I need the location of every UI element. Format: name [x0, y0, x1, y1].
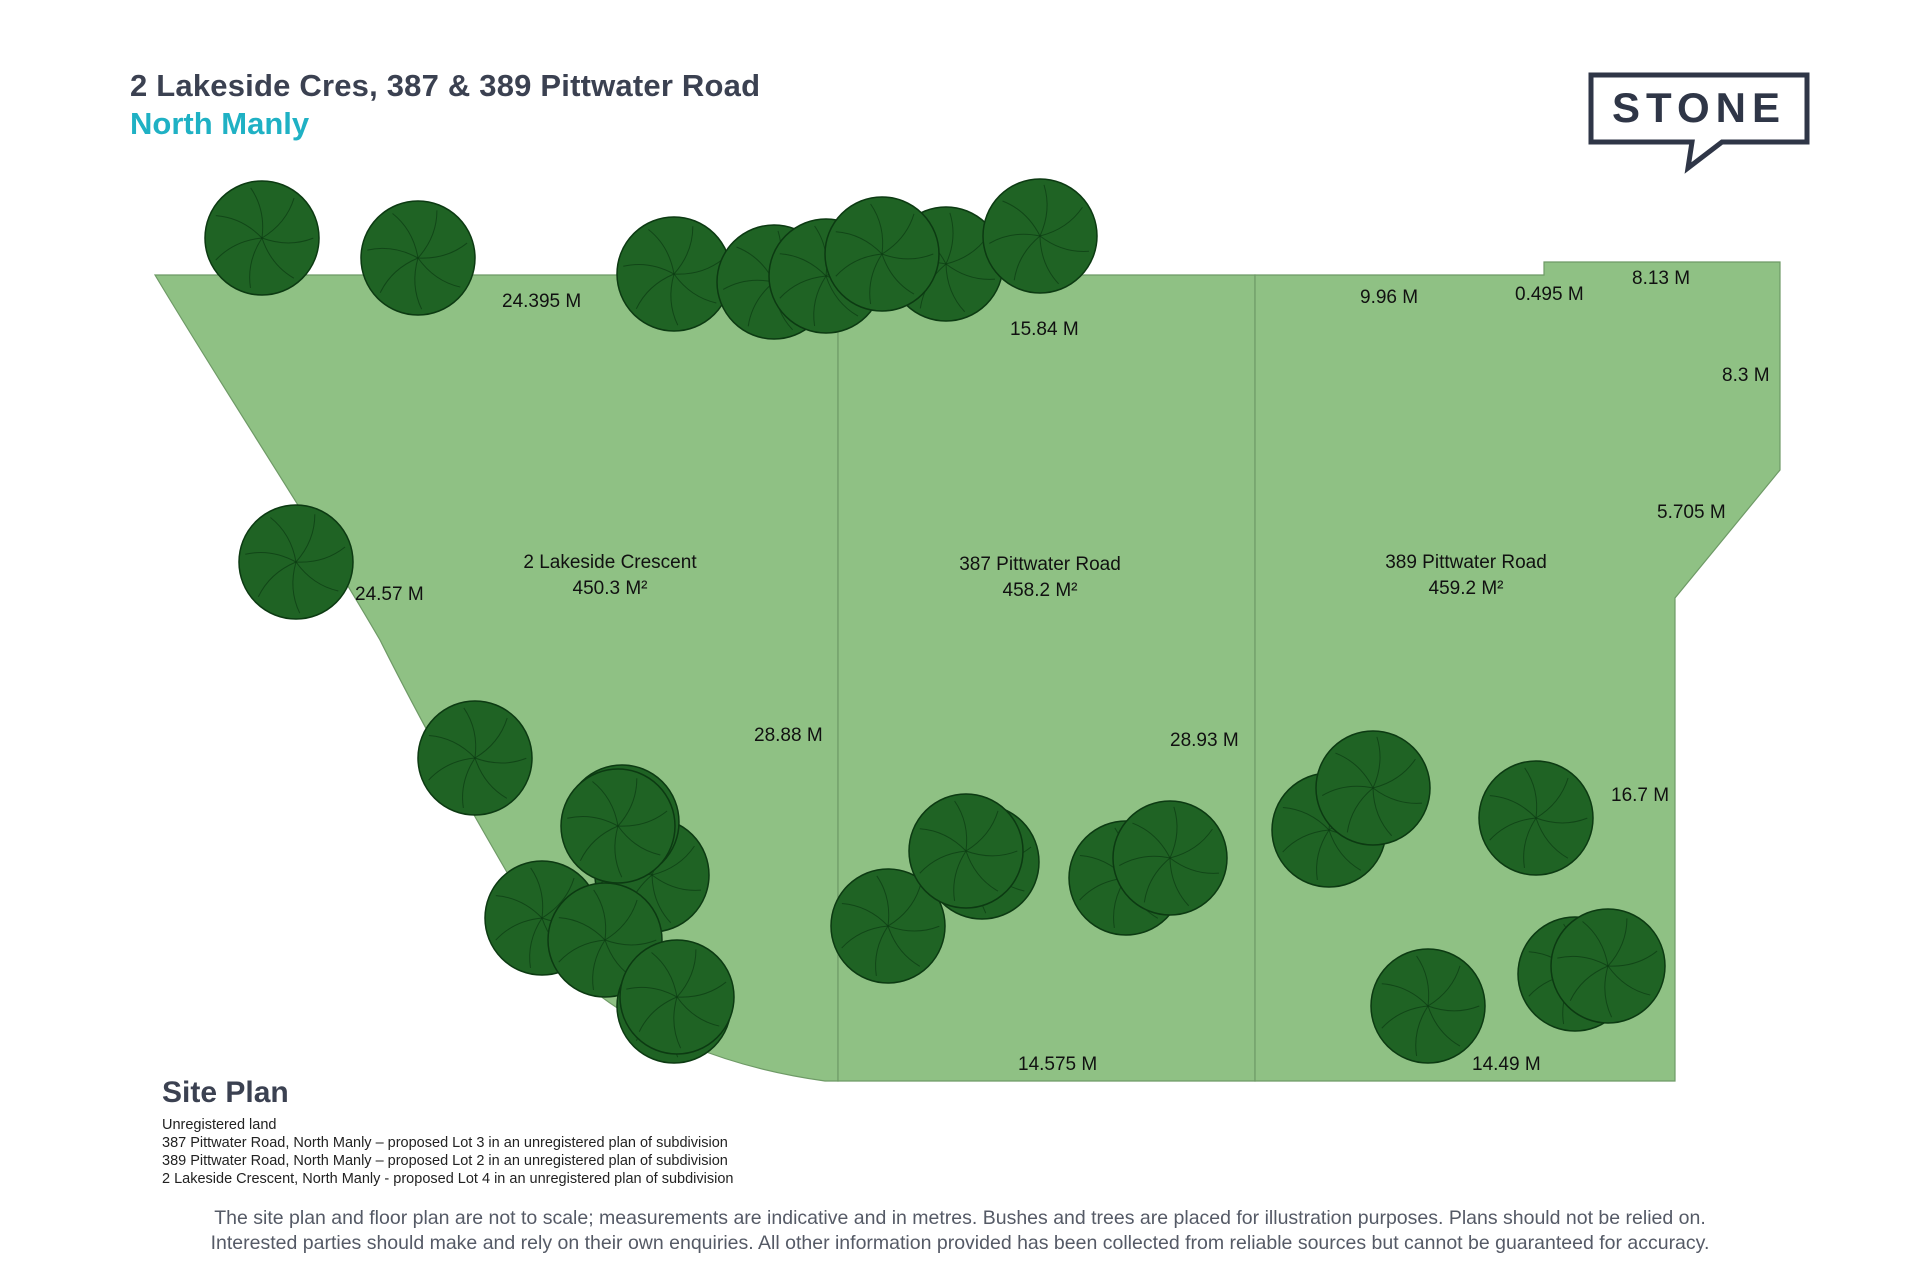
lot-name: 387 Pittwater Road	[959, 554, 1121, 575]
dimension-labels: 24.395 M 24.57 M 28.88 M 15.84 M 28.93 M…	[355, 268, 1770, 1075]
dimension-label: 15.84 M	[1010, 319, 1079, 340]
dimension-label: 0.495 M	[1515, 284, 1584, 305]
lot-labels: 2 Lakeside Crescent 450.3 M² 387 Pittwat…	[523, 552, 1546, 601]
dimension-label: 14.49 M	[1472, 1054, 1541, 1075]
tree-icon	[204, 180, 320, 296]
dimension-label: 9.96 M	[1360, 287, 1418, 308]
tree-icon	[417, 700, 533, 816]
legend-line: 387 Pittwater Road, North Manly – propos…	[162, 1135, 728, 1151]
dimension-label: 8.13 M	[1632, 268, 1690, 289]
tree-icon	[238, 504, 354, 620]
lot-389-pittwater-road	[1254, 261, 1781, 1082]
disclaimer-line: Interested parties should make and rely …	[210, 1232, 1710, 1254]
site-plan-heading: Site Plan	[162, 1076, 289, 1109]
dimension-label: 8.3 M	[1722, 365, 1770, 386]
lot-area: 450.3 M²	[573, 578, 648, 599]
logo-text: STONE	[1612, 84, 1786, 131]
tree-icon	[616, 216, 732, 332]
dimension-label: 16.7 M	[1611, 785, 1669, 806]
disclaimer-line: The site plan and floor plan are not to …	[214, 1207, 1706, 1229]
tree-icon	[1478, 760, 1594, 876]
lot-area: 459.2 M²	[1429, 578, 1504, 599]
tree-icon	[1112, 800, 1228, 916]
lot-area: 458.2 M²	[1003, 580, 1078, 601]
dimension-label: 5.705 M	[1657, 502, 1726, 523]
lot-2-lakeside-crescent	[153, 274, 839, 1082]
tree-icon	[1370, 948, 1486, 1064]
dimension-label: 28.88 M	[754, 725, 823, 746]
lot-name: 2 Lakeside Crescent	[523, 552, 697, 573]
tree-icon	[1315, 730, 1431, 846]
page-subtitle-suburb: North Manly	[130, 106, 310, 141]
lot-name: 389 Pittwater Road	[1385, 552, 1547, 573]
tree-icon	[619, 939, 735, 1055]
tree-icon	[830, 868, 946, 984]
trees-group	[204, 178, 1666, 1064]
tree-icon	[360, 200, 476, 316]
tree-icon	[1550, 908, 1666, 1024]
disclaimer: The site plan and floor plan are not to …	[60, 1206, 1860, 1256]
dimension-label: 24.395 M	[502, 291, 581, 312]
dimension-label: 28.93 M	[1170, 730, 1239, 751]
page-title: 2 Lakeside Cres, 387 & 389 Pittwater Roa…	[130, 68, 761, 103]
dimension-label: 24.57 M	[355, 584, 424, 605]
tree-icon	[560, 768, 676, 884]
site-plan-legend: Unregistered land 387 Pittwater Road, No…	[162, 1116, 733, 1188]
legend-line: Unregistered land	[162, 1117, 277, 1133]
tree-icon	[982, 178, 1098, 294]
legend-line: 2 Lakeside Crescent, North Manly - propo…	[162, 1171, 734, 1187]
stone-logo: STONE	[1588, 72, 1810, 174]
tree-icon	[908, 793, 1024, 909]
dimension-label: 14.575 M	[1018, 1054, 1097, 1075]
legend-line: 389 Pittwater Road, North Manly – propos…	[162, 1153, 728, 1169]
tree-icon	[824, 196, 940, 312]
